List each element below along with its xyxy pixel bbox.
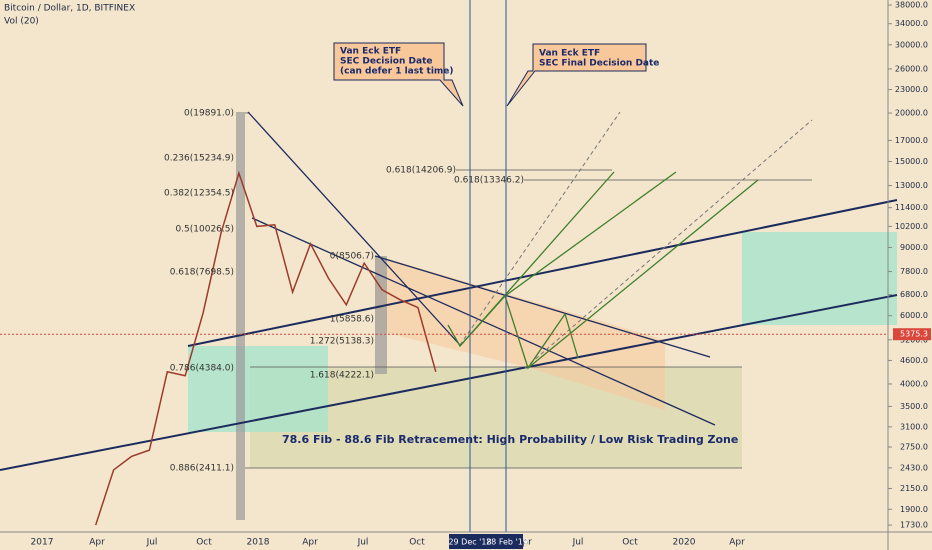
callout-box xyxy=(333,42,464,107)
y-tick-label: 23000.0 xyxy=(895,85,928,94)
y-tick-label: 17000.0 xyxy=(895,136,928,145)
fib-bar xyxy=(375,256,387,374)
fib-bar xyxy=(236,112,245,520)
x-tick-label: Oct xyxy=(196,538,212,548)
y-tick-label: 6800.0 xyxy=(900,290,928,299)
date-marker xyxy=(449,534,491,549)
y-tick-label: 11400.0 xyxy=(895,203,928,212)
y-tick-label: 26000.0 xyxy=(895,64,928,73)
dashed-lines xyxy=(459,111,813,369)
teal-zone xyxy=(188,346,328,432)
callout-text: Van Eck ETF xyxy=(539,49,600,59)
y-tick-label: 34000.0 xyxy=(895,19,928,28)
fib-label: 0.786(4384.0) xyxy=(170,364,234,374)
fib-label: 1(5858.6) xyxy=(330,315,374,325)
y-tick-label: 1730.0 xyxy=(900,521,928,530)
fib-label: 0(19891.0) xyxy=(184,109,234,119)
current-price-tag xyxy=(893,328,931,341)
y-tick-label: 30000.0 xyxy=(895,40,928,49)
callout-text: Van Eck ETF xyxy=(340,47,401,57)
callout-text: SEC Final Decision Date xyxy=(539,59,659,69)
y-tick-label: 3100.0 xyxy=(900,422,928,431)
x-tick-label: Apr xyxy=(729,538,745,548)
y-tick-label: 7800.0 xyxy=(900,267,928,276)
channel-lines xyxy=(0,199,898,471)
fib-label: 1.272(5138.3) xyxy=(310,337,374,347)
fib-lines xyxy=(245,112,812,469)
callout-text: SEC Decision Date xyxy=(340,57,432,67)
y-tick-label: 15000.0 xyxy=(895,157,928,166)
y-tick-label: 2750.0 xyxy=(900,443,928,452)
x-tick-label: Apr xyxy=(516,538,532,548)
x-tick-label: Oct xyxy=(622,538,638,548)
y-tick-label: 10200.0 xyxy=(895,222,928,231)
date-marker-label: 29 Dec '18 xyxy=(448,538,491,547)
fib-label: 0.618(7698.5) xyxy=(170,268,234,278)
fib-label: 0.618(14206.9) xyxy=(386,166,456,176)
y-tick-label: 4000.0 xyxy=(900,379,928,388)
y-tick-label: 38000.0 xyxy=(895,1,928,10)
time-labels: 2017 Apr Jul Oct 2018 Apr Jul Oct Apr Ju… xyxy=(31,538,746,548)
x-tick-label: 2018 xyxy=(247,538,270,548)
x-tick-label: Apr xyxy=(302,538,318,548)
y-tick-label: 2150.0 xyxy=(900,484,928,493)
callout-text: (can defer 1 last time) xyxy=(340,67,454,77)
y-tick-label: 9000.0 xyxy=(900,243,928,252)
fib-label: 0.5(10026.5) xyxy=(175,225,234,235)
current-price-label: 5375.3 xyxy=(900,330,928,339)
callout-box xyxy=(506,43,647,107)
x-tick-label: Apr xyxy=(89,538,105,548)
y-tick-label: 1900.0 xyxy=(900,505,928,514)
fib-label: 0.382(12354.5) xyxy=(164,189,234,199)
fib-label: 0.236(15234.9) xyxy=(164,154,234,164)
date-marker xyxy=(491,534,523,549)
y-tick-label: 4600.0 xyxy=(900,356,928,365)
zone-label: 78.6 Fib - 88.6 Fib Retracement: High Pr… xyxy=(282,433,738,446)
date-marker-label: 28 Feb '19 xyxy=(486,538,528,547)
descending-lines xyxy=(247,111,716,426)
chart-title: Bitcoin / Dollar, 1D, BITFINEX xyxy=(4,4,135,14)
fib-labels: 0(19891.0) 0.236(15234.9) 0.382(12354.5)… xyxy=(164,109,524,474)
price-line xyxy=(94,170,437,526)
projection-arrows xyxy=(447,171,759,370)
fib-label: 0.886(2411.1) xyxy=(170,464,234,474)
fib-label: 0(8506.7) xyxy=(330,252,374,262)
y-tick-label: 2430.0 xyxy=(900,463,928,472)
chart-subtitle: Vol (20) xyxy=(4,17,39,27)
x-tick-label: Jul xyxy=(572,538,584,548)
x-tick-label: 2017 xyxy=(31,538,54,548)
fib-label: 1.618(4222.1) xyxy=(310,371,374,381)
y-tick-label: 6000.0 xyxy=(900,311,928,320)
y-tick-label: 20000.0 xyxy=(895,109,928,118)
fib-label: 0.618(13346.2) xyxy=(454,176,524,186)
x-tick-label: Jul xyxy=(357,538,369,548)
x-tick-label: Jul xyxy=(146,538,158,548)
y-tick-label: 13000.0 xyxy=(895,181,928,190)
triangle-zone xyxy=(375,255,665,410)
x-tick-label: Oct xyxy=(409,538,425,548)
x-tick-label: 2020 xyxy=(673,538,696,548)
y-tick-label: 3500.0 xyxy=(900,402,928,411)
